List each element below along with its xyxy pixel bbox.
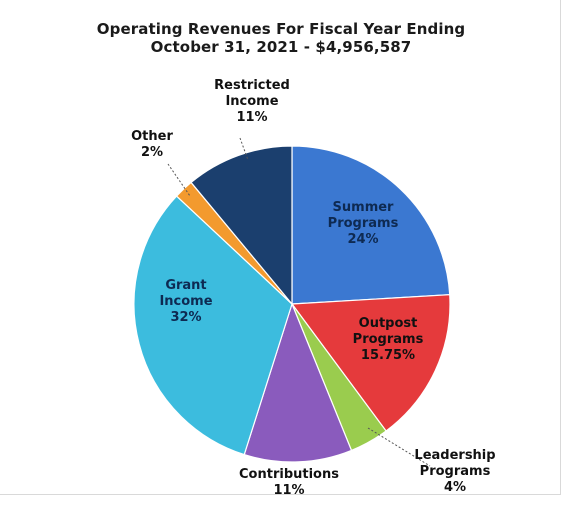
slice-label-line: Income	[159, 294, 212, 309]
chart-frame	[0, 0, 561, 495]
slice-label-line: Programs	[420, 464, 491, 479]
slice-label-line: Income	[225, 94, 278, 109]
slice-label-line: 15.75%	[361, 348, 415, 363]
slice-label-summer-programs: Summer Programs 24%	[328, 200, 399, 247]
slice-label-line: 2%	[141, 145, 163, 160]
slice-label-line: Summer	[333, 200, 395, 215]
chart-title-line-1: Operating Revenues For Fiscal Year Endin…	[96, 20, 466, 38]
slice-label-line: Contributions	[239, 467, 339, 482]
pie-slice-contributions	[243, 302, 353, 463]
slice-label-leadership-programs: Leadership Programs 4%	[414, 448, 495, 495]
leader-line-other	[167, 163, 191, 197]
chart-title-line-2: October 31, 2021 - $4,956,587	[150, 38, 412, 56]
slice-label-line: 11%	[273, 483, 304, 498]
slice-label-contributions: Contributions 11%	[239, 467, 339, 498]
pie-slice-outpost-programs	[290, 294, 451, 432]
slice-label-line: 24%	[347, 232, 378, 247]
slice-label-line: Other	[131, 129, 173, 144]
pie-slice-restricted-income	[190, 145, 293, 306]
slice-label-line: Leadership	[414, 448, 495, 463]
slice-label-line: 4%	[444, 480, 466, 495]
slice-label-line: Programs	[353, 332, 424, 347]
slice-label-line: Grant	[165, 278, 206, 293]
pie-slice-grant-income	[133, 195, 293, 456]
slice-label-line: 32%	[170, 310, 201, 325]
slice-label-line: Programs	[328, 216, 399, 231]
slice-label-line: 11%	[236, 110, 267, 125]
slice-label-grant-income: Grant Income 32%	[159, 278, 212, 325]
leader-lines	[167, 137, 431, 467]
pie-slice-summer-programs	[291, 145, 451, 305]
leader-line-leadership-programs	[367, 427, 431, 467]
slice-label-outpost-programs: Outpost Programs 15.75%	[353, 316, 424, 363]
slice-label-other: Other 2%	[131, 129, 173, 160]
slice-label-line: Restricted	[214, 78, 290, 93]
slice-labels: Summer Programs 24%Outpost Programs 15.75%Le…	[131, 78, 495, 498]
slice-label-restricted-income: Restricted Income 11%	[214, 78, 290, 125]
pie-slices	[133, 145, 451, 463]
slice-label-line: Outpost	[359, 316, 418, 331]
